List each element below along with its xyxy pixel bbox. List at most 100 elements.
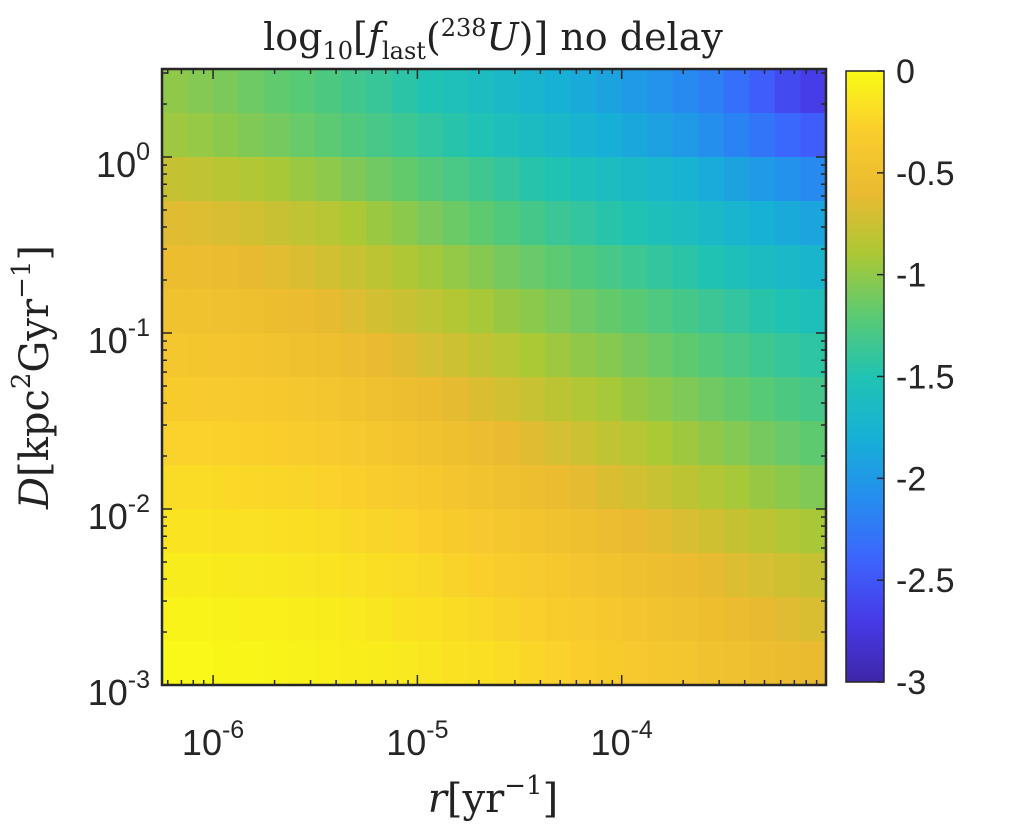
y-tick-label: 10-3 — [88, 666, 150, 713]
heatmap-cell — [315, 333, 342, 378]
heatmap-cell — [213, 377, 240, 422]
heatmap-cell — [468, 421, 495, 466]
heatmap-cell — [545, 245, 572, 290]
heatmap-cell — [596, 289, 623, 334]
heatmap-cell — [698, 641, 725, 686]
heatmap-cell — [774, 597, 802, 642]
heatmap-cell — [800, 553, 827, 598]
heatmap-cell — [468, 157, 495, 202]
x-axis-label: r[yr−1] — [428, 771, 558, 822]
heatmap-cell — [417, 69, 444, 114]
heatmap-cell — [519, 553, 546, 598]
heatmap-cell — [213, 465, 240, 510]
heatmap-cell — [647, 113, 674, 158]
heatmap-cell — [800, 597, 827, 642]
heatmap-cell — [545, 113, 572, 158]
heatmap-cell — [749, 377, 776, 422]
heatmap-cell — [187, 509, 214, 554]
tick-exponent: -3 — [128, 666, 150, 694]
heatmap-cell — [494, 333, 521, 378]
heatmap-cell — [494, 245, 521, 290]
colorbar-tick-label: -2 — [896, 460, 926, 498]
heatmap-cell — [647, 465, 674, 510]
heatmap-cell — [494, 597, 521, 642]
heatmap-cell — [698, 289, 725, 334]
title-isotope: 238 — [441, 14, 487, 42]
heatmap-cell — [494, 421, 521, 466]
heatmap-cell — [545, 69, 572, 114]
heatmap-cell — [774, 333, 802, 378]
heatmap-cell — [238, 597, 265, 642]
heatmap-cell — [213, 157, 240, 202]
heatmap-cell — [340, 597, 367, 642]
heatmap-cell — [417, 333, 444, 378]
heatmap-cell — [774, 641, 802, 686]
heatmap-cell — [774, 113, 802, 158]
heatmap-cell — [800, 421, 827, 466]
heatmap-cell — [442, 113, 470, 158]
heatmap-cell — [417, 553, 444, 598]
heatmap-cell — [570, 377, 597, 422]
y-tick-label: 10-2 — [88, 490, 150, 537]
heatmap-cell — [366, 289, 393, 334]
heatmap-cell — [494, 465, 521, 510]
heatmap-cell — [647, 69, 674, 114]
colorbar-tick-label: -1 — [896, 257, 926, 295]
heatmap-cell — [162, 201, 189, 246]
heatmap-cell — [468, 641, 495, 686]
heatmap-cell — [596, 597, 623, 642]
heatmap-cell — [647, 509, 674, 554]
heatmap-cell — [621, 377, 648, 422]
heatmap-cell — [672, 113, 699, 158]
heatmap-cell — [800, 377, 827, 422]
heatmap-cell — [264, 421, 291, 466]
heatmap-cell — [391, 509, 418, 554]
colorbar-tick-label: -2.5 — [896, 562, 955, 600]
heatmap-cell — [264, 509, 291, 554]
heatmap-cell — [315, 157, 342, 202]
heatmap-cell — [545, 201, 572, 246]
heatmap-cell — [545, 641, 572, 686]
heatmap-cell — [187, 113, 214, 158]
heatmap-cell — [391, 113, 418, 158]
heatmap-cell — [545, 377, 572, 422]
heatmap-cell — [468, 465, 495, 510]
heatmap-cell — [800, 641, 827, 686]
heatmap-cell — [545, 333, 572, 378]
heatmap-cell — [442, 289, 470, 334]
heatmap-cell — [519, 201, 546, 246]
heatmap-cell — [417, 289, 444, 334]
heatmap-cell — [340, 509, 367, 554]
heatmap-cell — [468, 289, 495, 334]
heatmap-cell — [774, 509, 802, 554]
heatmap-cell — [238, 201, 265, 246]
heatmap-cell — [749, 245, 776, 290]
heatmap-cell — [238, 245, 265, 290]
heatmap-cell — [621, 201, 648, 246]
y-tick-label: 100 — [96, 138, 150, 185]
title-f-subscript: last — [382, 37, 426, 65]
heatmap-cell — [391, 245, 418, 290]
heatmap-cell — [621, 333, 648, 378]
heatmap-cell — [698, 377, 725, 422]
heatmap-cell — [647, 245, 674, 290]
heatmap-cell — [774, 553, 802, 598]
heatmap-cell — [468, 69, 495, 114]
heatmap-cell — [570, 157, 597, 202]
heatmap-cell — [315, 641, 342, 686]
heatmap-cell — [340, 553, 367, 598]
heatmap-cell — [238, 553, 265, 598]
heatmap-cell — [289, 509, 316, 554]
heatmap-cell — [596, 465, 623, 510]
heatmap-cell — [723, 201, 750, 246]
heatmap-cell — [366, 509, 393, 554]
heatmap-cell — [213, 245, 240, 290]
heatmap-cell — [213, 113, 240, 158]
xlabel-unit: yr — [462, 776, 506, 822]
heatmap-cell — [417, 245, 444, 290]
tick-base: 10 — [88, 672, 128, 713]
heatmap-cell — [366, 465, 393, 510]
heatmap-cell — [417, 201, 444, 246]
heatmap-cell — [391, 157, 418, 202]
